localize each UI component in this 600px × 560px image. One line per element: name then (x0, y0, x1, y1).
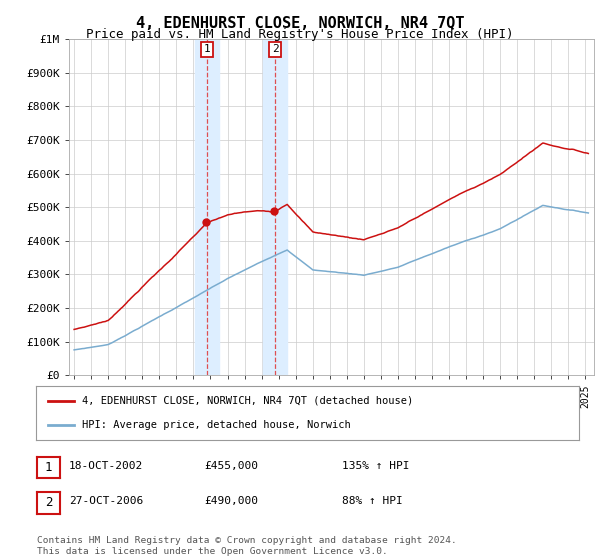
Text: 4, EDENHURST CLOSE, NORWICH, NR4 7QT: 4, EDENHURST CLOSE, NORWICH, NR4 7QT (136, 16, 464, 31)
Text: 27-OCT-2006: 27-OCT-2006 (69, 496, 143, 506)
Text: 1: 1 (45, 461, 52, 474)
Text: 1: 1 (203, 44, 210, 54)
Text: Price paid vs. HM Land Registry's House Price Index (HPI): Price paid vs. HM Land Registry's House … (86, 28, 514, 41)
Text: 88% ↑ HPI: 88% ↑ HPI (342, 496, 403, 506)
Bar (263, 39, 287, 375)
Text: 2: 2 (45, 496, 52, 510)
Text: £455,000: £455,000 (204, 461, 258, 471)
Text: Contains HM Land Registry data © Crown copyright and database right 2024.
This d: Contains HM Land Registry data © Crown c… (37, 536, 457, 556)
Text: 2: 2 (272, 44, 278, 54)
Text: 18-OCT-2002: 18-OCT-2002 (69, 461, 143, 471)
Text: £490,000: £490,000 (204, 496, 258, 506)
Text: 4, EDENHURST CLOSE, NORWICH, NR4 7QT (detached house): 4, EDENHURST CLOSE, NORWICH, NR4 7QT (de… (82, 396, 413, 406)
Bar (195, 39, 219, 375)
Text: 135% ↑ HPI: 135% ↑ HPI (342, 461, 409, 471)
Text: HPI: Average price, detached house, Norwich: HPI: Average price, detached house, Norw… (82, 420, 351, 430)
